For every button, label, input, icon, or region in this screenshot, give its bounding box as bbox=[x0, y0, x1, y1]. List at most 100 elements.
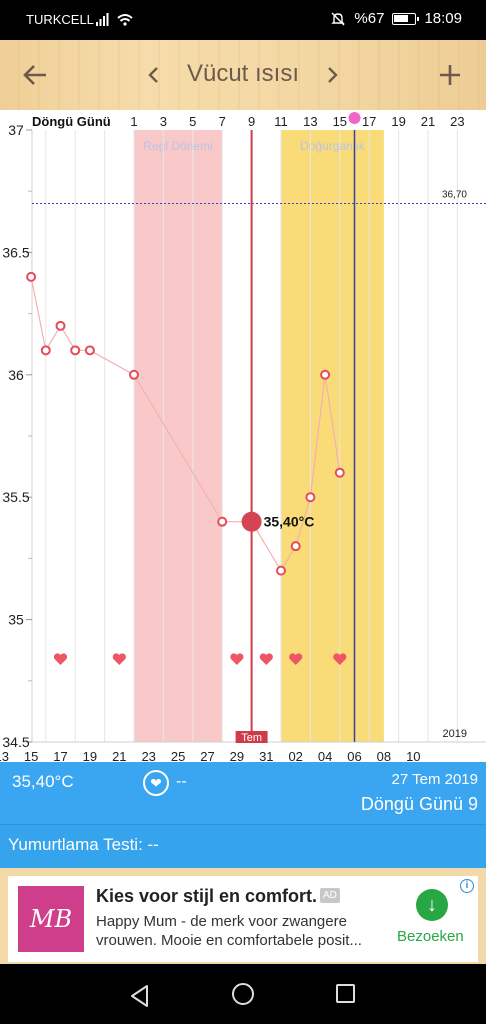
selected-temperature: 35,40°C bbox=[12, 772, 74, 791]
chart-month-label: Tem bbox=[241, 732, 262, 744]
chart-selected-point-label: 35,40°C bbox=[264, 514, 315, 530]
nav-back-icon[interactable] bbox=[128, 984, 152, 1008]
chart-point bbox=[305, 492, 316, 503]
status-right: %67 18:09 bbox=[330, 10, 462, 27]
battery-percent: %67 bbox=[354, 10, 385, 27]
chart-top-axis-label: Döngü Günü bbox=[32, 114, 111, 129]
chart-date-tick: 31 bbox=[259, 749, 273, 762]
chart-cycle-day-tick: 21 bbox=[421, 114, 435, 129]
ad-title[interactable]: Kies voor stijl en comfort. bbox=[96, 886, 318, 906]
chart-y-tick-label: 34.5 bbox=[2, 734, 29, 750]
chart-cycle-day-tick: 19 bbox=[391, 114, 405, 129]
chart-date-tick: 10 bbox=[406, 749, 420, 762]
chart-date-tick: 21 bbox=[112, 749, 126, 762]
chart-cycle-day-tick: 11 bbox=[274, 114, 288, 129]
chart-point bbox=[40, 345, 51, 356]
heart-icon[interactable]: ❤ bbox=[143, 770, 169, 796]
selected-date: 27 Tem 2019 bbox=[391, 771, 478, 788]
ovulation-test-bar: Yumurtlama Testi: -- bbox=[0, 824, 486, 868]
ad-banner[interactable]: MB Kies voor stijl en comfort. AD Happy … bbox=[8, 876, 478, 962]
chart-selected-point bbox=[241, 511, 262, 532]
previous-chart-button[interactable] bbox=[138, 40, 168, 110]
chart-point bbox=[26, 271, 37, 282]
chart-heart-marker bbox=[53, 653, 68, 665]
chart-band-1 bbox=[281, 130, 384, 742]
chevron-left-icon bbox=[148, 67, 158, 83]
add-button[interactable] bbox=[428, 40, 472, 110]
chart-point bbox=[129, 369, 139, 380]
chart-cycle-day-tick: 13 bbox=[303, 114, 317, 129]
chart-point bbox=[70, 345, 81, 356]
clock: 18:09 bbox=[424, 10, 462, 27]
chart-date-tick: 15 bbox=[24, 749, 38, 762]
chart-point bbox=[290, 541, 301, 552]
chart-point bbox=[217, 516, 228, 527]
chart-year-label: 2019 bbox=[443, 728, 467, 740]
nav-recent-icon[interactable] bbox=[336, 984, 355, 1003]
chart-point bbox=[334, 467, 345, 478]
chart-y-tick-label: 35 bbox=[8, 612, 24, 628]
ad-badge: AD bbox=[320, 888, 340, 903]
info-bar: 35,40°C ❤ -- 27 Tem 2019 Döngü Günü 9 bbox=[0, 762, 486, 824]
chart-point bbox=[55, 320, 66, 331]
chart-y-tick-label: 36 bbox=[8, 367, 24, 383]
ad-logo[interactable]: MB bbox=[18, 886, 84, 952]
nav-home-icon[interactable] bbox=[232, 983, 254, 1005]
chart-cycle-day-tick: 1 bbox=[130, 114, 137, 129]
chart-heart-marker bbox=[112, 653, 126, 665]
battery-icon bbox=[392, 12, 420, 25]
info-icon[interactable]: i bbox=[460, 879, 474, 893]
chart-cycle-day-tick: 3 bbox=[160, 114, 167, 129]
temperature-chart[interactable]: Regl Dönemi Doğurganlık 37 36.5 36 35.5 35 34.5… bbox=[0, 110, 486, 762]
next-chart-button[interactable] bbox=[318, 40, 348, 110]
chart-cycle-day-tick: 9 bbox=[248, 114, 255, 129]
carrier-name: TURKCELL bbox=[26, 12, 94, 27]
chart-point bbox=[320, 369, 331, 380]
chart-y-tick-label: 36.5 bbox=[2, 244, 29, 260]
mute-icon bbox=[331, 12, 346, 25]
arrow-left-icon bbox=[23, 65, 46, 85]
chart-y-tick-label: 37 bbox=[8, 122, 24, 138]
chart-date-tick: 08 bbox=[377, 749, 391, 762]
chart-date-tick: 02 bbox=[288, 749, 302, 762]
ad-text[interactable]: Happy Mum - de merk voor zwangere vrouwe… bbox=[96, 913, 362, 949]
chart-date-tick: 19 bbox=[83, 749, 97, 762]
chart-heart-marker bbox=[259, 653, 273, 665]
chart-heart-marker bbox=[230, 653, 244, 665]
chart-date-tick: 04 bbox=[318, 749, 332, 762]
chart-date-tick: 06 bbox=[347, 749, 361, 762]
chart-cycle-day-tick: 23 bbox=[450, 114, 464, 129]
download-arrow-icon[interactable]: ↓ bbox=[416, 889, 448, 921]
chart-date-tick: 23 bbox=[141, 749, 155, 762]
temperature-chart-svg: Regl Dönemi Doğurganlık3736.53635.53534.5… bbox=[0, 112, 486, 762]
chart-point bbox=[276, 565, 286, 576]
chart-date-tick: 27 bbox=[200, 749, 214, 762]
chevron-right-icon bbox=[328, 67, 338, 83]
chart-date-tick: 13 bbox=[0, 749, 9, 762]
chart-band-0 bbox=[134, 130, 223, 742]
chart-band-label-0: Regl Dönemi bbox=[143, 139, 212, 153]
chart-cycle-day-tick: 5 bbox=[189, 114, 196, 129]
intercourse-value: -- bbox=[176, 773, 187, 790]
chart-date-tick: 25 bbox=[171, 749, 185, 762]
system-nav-bar bbox=[0, 964, 486, 1024]
chart-heart-marker bbox=[289, 653, 303, 665]
chart-month-badge bbox=[235, 731, 268, 743]
signal-wifi-icon bbox=[96, 13, 133, 26]
chart-y-tick-label: 35.5 bbox=[2, 489, 29, 505]
chart-cycle-day-tick: 17 bbox=[362, 114, 376, 129]
toolbar-wood-texture bbox=[0, 40, 486, 110]
chart-point bbox=[84, 345, 95, 356]
chart-cycle-day-tick: 15 bbox=[333, 114, 347, 129]
chart-ovulation-marker bbox=[348, 112, 361, 124]
selected-cycle-day: Döngü Günü 9 bbox=[360, 794, 478, 814]
page-title: Vücut ısısı bbox=[186, 60, 300, 87]
ad-visit-button[interactable]: Bezoeken bbox=[397, 928, 464, 945]
chart-band-label-1: Doğurganlık bbox=[300, 139, 366, 153]
toolbar: Vücut ısısı bbox=[0, 40, 486, 110]
chart-cycle-day-tick: 7 bbox=[219, 114, 226, 129]
status-bar: TURKCELL %67 18:09 bbox=[0, 0, 486, 40]
back-button[interactable] bbox=[10, 40, 60, 110]
chart-heart-marker bbox=[333, 653, 347, 665]
